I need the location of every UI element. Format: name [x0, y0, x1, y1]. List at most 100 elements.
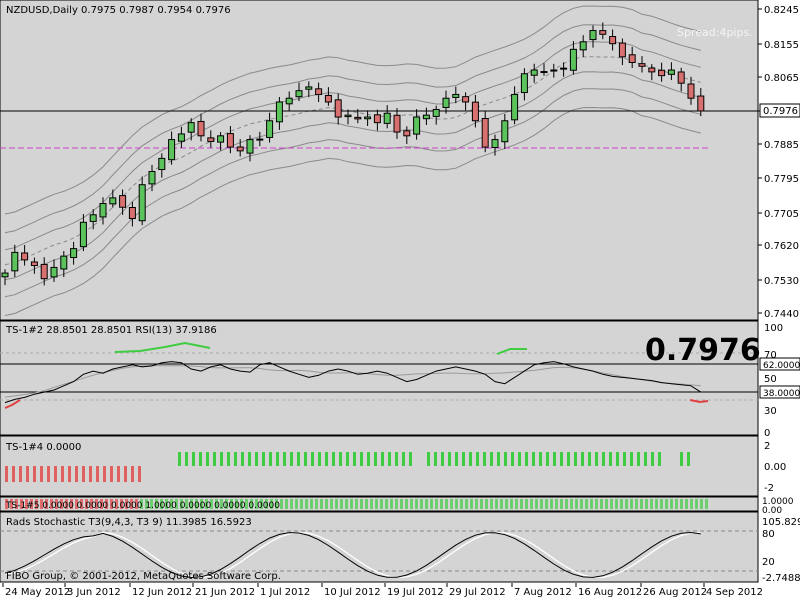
- histogram-bar-positive: [339, 452, 342, 466]
- stochastic-tick-label: -2.7488: [762, 573, 800, 584]
- histogram-2-bar-positive: [605, 499, 608, 509]
- rsi-level-tag-text: 38.0000: [763, 389, 800, 399]
- date-tick-label: 19 Jul 2012: [387, 587, 444, 598]
- histogram-bar-positive: [346, 452, 349, 466]
- date-tick-label: 10 Jul 2012: [324, 587, 381, 598]
- rsi-panel[interactable]: TS-1#2 28.8501 28.8501 RSI(13) 37.9186 0…: [0, 320, 761, 436]
- histogram-2-bar-positive: [365, 499, 368, 509]
- histogram-bar-positive: [353, 452, 356, 466]
- histogram-2-bar-negative: [95, 499, 98, 509]
- stochastic-axis: 105.829680 20 -2.7488: [762, 517, 800, 584]
- big-price-readout: 0.7976: [645, 333, 761, 368]
- histogram-bar-positive: [360, 452, 363, 466]
- main-price-panel[interactable]: NZDUSD,Daily 0.7975 0.7987 0.7954 0.7976…: [0, 0, 759, 321]
- histogram-2-bar-positive: [290, 499, 293, 509]
- date-tick-label: 4 Sep 2012: [706, 587, 763, 598]
- main-panel-background: [0, 0, 759, 321]
- histogram-bar-negative: [68, 466, 71, 482]
- histogram-bar-positive: [213, 452, 216, 466]
- histogram-2-bar-positive: [235, 499, 238, 509]
- histogram-bar-positive: [192, 452, 195, 466]
- histogram-bar-negative: [89, 466, 92, 482]
- histogram-2-bar-positive: [695, 499, 698, 509]
- histogram-bar-positive: [227, 452, 230, 466]
- date-tick-label: 24 May 2012: [5, 587, 70, 598]
- bull-candle: [511, 93, 519, 121]
- histogram-2-bar-positive: [585, 499, 588, 509]
- bear-candle: [599, 30, 607, 35]
- price-axis[interactable]: 0.8245 0.8155 0.8065 0.7885 0.7795 0.7705 0.76…: [758, 5, 799, 320]
- histogram-2-bar-positive: [590, 499, 593, 509]
- date-tick-label: 12 Jun 2012: [132, 587, 192, 598]
- histogram-2-bar-positive: [425, 499, 428, 509]
- histogram-2-bar-positive: [665, 499, 668, 509]
- histogram-panel-1[interactable]: TS-1#4 0.0000: [0, 435, 759, 497]
- bear-candle: [236, 146, 244, 152]
- histogram-bar-positive: [388, 452, 391, 466]
- bear-candle: [658, 69, 666, 77]
- histogram-2-label: TS-1#5 0.0000 0.0000 0.0000 1.0000 0.000…: [5, 501, 280, 511]
- histogram-2-bar-positive: [555, 499, 558, 509]
- date-tick-label: 3 Jun 2012: [67, 587, 121, 598]
- rsi-label: TS-1#2 28.8501 28.8501 RSI(13) 37.9186: [5, 325, 217, 336]
- histogram-2-bar-positive: [700, 499, 703, 509]
- histogram-2-bar-positive: [540, 499, 543, 509]
- bull-candle: [168, 139, 176, 161]
- histogram-2-bar-positive: [330, 499, 333, 509]
- spread-label: Spread:4pips.: [677, 26, 753, 39]
- histogram-2-bar-positive: [470, 499, 473, 509]
- price-tick-label: 0.7705: [764, 209, 799, 220]
- candlesticks: [1, 22, 705, 286]
- rsi-tick-label: 0: [764, 428, 770, 439]
- bull-candle: [285, 97, 293, 105]
- histogram-bar-positive: [311, 452, 314, 466]
- histogram-2-bar-positive: [460, 499, 463, 509]
- stochastic-panel[interactable]: Rads Stochastic T3(9,4,3, T3 9) 11.3985 …: [0, 511, 759, 583]
- date-tick-label: 16 Aug 2012: [578, 587, 642, 598]
- histogram-2-bar-positive: [245, 499, 248, 509]
- bull-candle: [579, 41, 587, 51]
- histogram-2-bar-positive: [325, 499, 328, 509]
- histogram-2-bar-negative: [115, 499, 118, 509]
- histogram-2-bar-positive: [650, 499, 653, 509]
- histogram-2-bar-negative: [45, 499, 48, 509]
- rsi-level-tag: [759, 357, 800, 371]
- histogram-1-axis: 2 0.00 -2: [764, 441, 786, 494]
- histogram-bar-positive: [441, 452, 444, 466]
- bear-candle: [315, 88, 323, 95]
- histogram-2-bars: [5, 499, 708, 509]
- histogram-2-bar-positive: [315, 499, 318, 509]
- histogram-2-bar-positive: [215, 499, 218, 509]
- histogram-2-bar-positive: [475, 499, 478, 509]
- price-tick-label: 0.7620: [764, 241, 799, 252]
- histogram-2-bar-positive: [190, 499, 193, 509]
- bull-candle: [60, 255, 68, 270]
- histogram-2-bar-positive: [595, 499, 598, 509]
- bull-candle: [11, 251, 19, 272]
- stochastic-panel-background: [0, 511, 759, 583]
- bull-candle: [1, 272, 9, 278]
- histogram-bar-positive: [511, 452, 514, 466]
- bull-candle: [187, 122, 195, 133]
- histogram-panel-2[interactable]: TS-1#5 0.0000 0.0000 0.0000 1.0000 0.000…: [0, 496, 759, 512]
- stochastic-main-line: [4, 531, 701, 579]
- rsi-overbought-segment: [496, 348, 527, 355]
- histogram-2-bar-positive: [450, 499, 453, 509]
- price-tick-label: 0.8245: [764, 5, 799, 16]
- bull-candle: [305, 86, 313, 90]
- bear-candle: [618, 42, 626, 58]
- envelope-band: [4, 71, 701, 281]
- bull-candle: [70, 248, 78, 259]
- histogram-bar-negative: [138, 466, 141, 482]
- histogram-2-bar-negative: [35, 499, 38, 509]
- histogram-2-bar-negative: [50, 499, 53, 509]
- bull-candle: [422, 114, 430, 120]
- histogram-bar-positive: [199, 452, 202, 466]
- histogram-2-bar-positive: [345, 499, 348, 509]
- histogram-bar-positive: [434, 452, 437, 466]
- bear-candle: [393, 114, 401, 133]
- histogram-2-bar-positive: [175, 499, 178, 509]
